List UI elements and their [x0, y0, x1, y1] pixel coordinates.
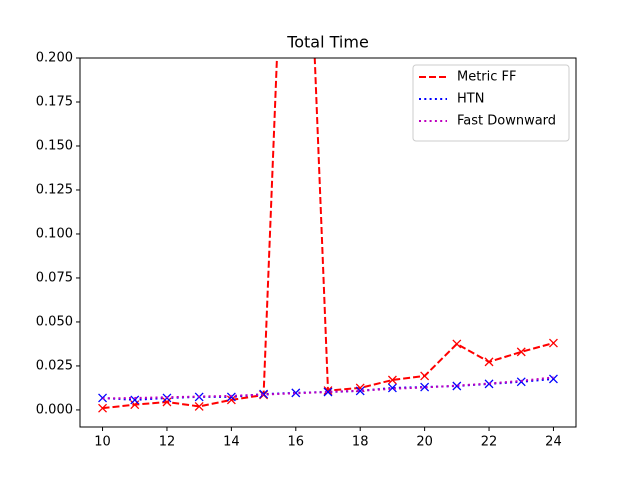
- y-tick-label: 0.125: [36, 182, 73, 197]
- legend-label: HTN: [457, 92, 484, 107]
- x-tick-label: 18: [352, 435, 369, 450]
- marker: [516, 347, 526, 357]
- marker: [452, 381, 462, 391]
- marker: [226, 392, 236, 402]
- marker: [452, 339, 462, 349]
- marker: [420, 382, 430, 392]
- marker: [484, 357, 494, 367]
- marker: [259, 389, 269, 399]
- plot-frame: [79, 57, 577, 428]
- series-line: [102, 376, 554, 400]
- marker: [548, 338, 558, 348]
- chart-title: Total Time: [286, 33, 369, 52]
- marker: [420, 371, 430, 381]
- y-tick-label: 0.200: [36, 51, 73, 66]
- x-tick-label: 16: [288, 435, 305, 450]
- x-tick-label: 12: [159, 435, 176, 450]
- legend-label: Metric FF: [457, 70, 517, 85]
- legend-box: [412, 64, 570, 142]
- x-tick-label: 22: [481, 435, 498, 450]
- y-tick-label: 0.000: [36, 402, 73, 417]
- series-line: [102, 58, 554, 410]
- marker: [323, 387, 333, 397]
- y-tick-label: 0.025: [36, 358, 73, 373]
- marker: [484, 379, 494, 389]
- marker: [548, 374, 558, 384]
- y-tick-label: 0.175: [36, 94, 73, 109]
- marker: [323, 386, 333, 396]
- marker: [194, 401, 204, 411]
- marker: [98, 403, 108, 413]
- plot-area: [98, 58, 558, 413]
- y-tick-label: 0.075: [36, 270, 73, 285]
- marker: [387, 375, 397, 385]
- x-tick-label: 14: [223, 435, 240, 450]
- marker: [162, 397, 172, 407]
- marker: [387, 383, 397, 393]
- marker: [226, 395, 236, 405]
- legend-label: Fast Downward: [457, 114, 556, 129]
- y-tick-label: 0.100: [36, 226, 73, 241]
- marker: [130, 395, 140, 405]
- x-tick-label: 24: [545, 435, 562, 450]
- y-tick-label: 0.050: [36, 314, 73, 329]
- x-tick-label: 20: [416, 435, 433, 450]
- y-tick-label: 0.150: [36, 138, 73, 153]
- x-tick-label: 10: [94, 435, 111, 450]
- marker: [291, 388, 301, 398]
- marker: [355, 386, 365, 396]
